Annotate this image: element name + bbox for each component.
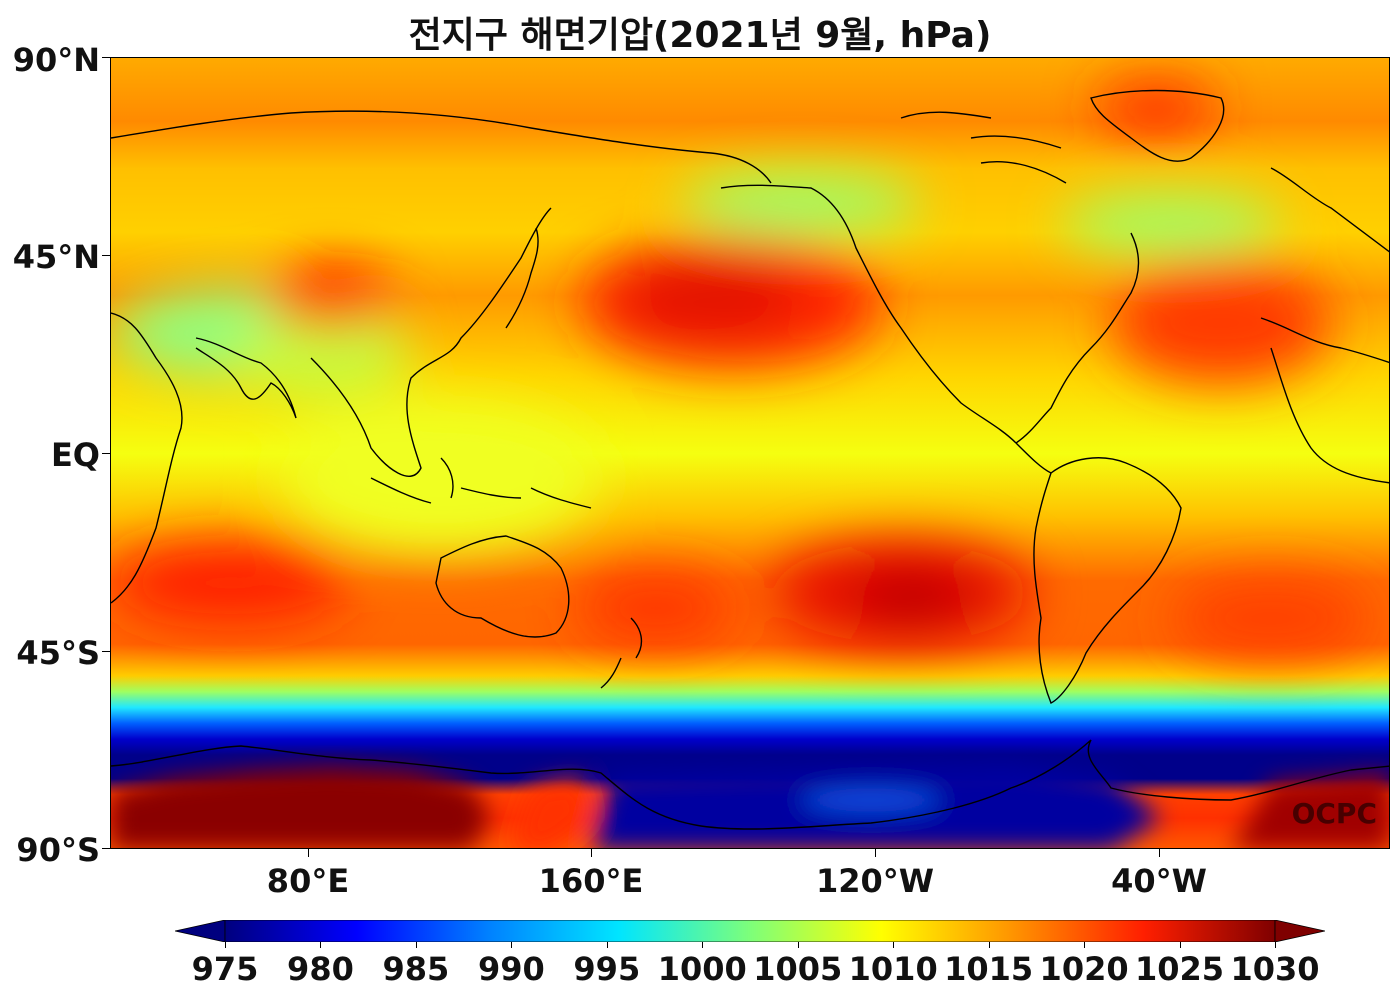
colorbar-tick-label: 975 <box>191 950 259 988</box>
lat-tick <box>102 57 110 58</box>
colorbar-tick <box>797 942 799 948</box>
lat-label-90s: 90°S <box>16 831 100 869</box>
lon-label-160e: 160°E <box>538 862 644 900</box>
lon-tick <box>875 849 876 857</box>
colorbar-tick-label: 1020 <box>1039 950 1129 988</box>
colorbar <box>175 920 1325 942</box>
coastlines <box>111 89 1389 830</box>
colorbar-tick <box>1275 942 1276 948</box>
colorbar-tick-label: 1005 <box>753 950 843 988</box>
lon-tick <box>308 849 309 857</box>
colorbar-max-arrow <box>1274 920 1325 942</box>
lat-tick <box>102 848 110 849</box>
lat-tick <box>102 651 110 652</box>
colorbar-tick <box>988 942 990 948</box>
colorbar-ramp <box>224 920 1276 942</box>
colorbar-tick <box>606 942 608 948</box>
colorbar-tick-label: 1025 <box>1135 950 1225 988</box>
colorbar-tick <box>702 942 704 948</box>
lat-tick <box>102 453 110 454</box>
colorbar-tick <box>511 942 513 948</box>
colorbar-tick <box>225 942 226 948</box>
colorbar-tick-label: 990 <box>477 950 545 988</box>
colorbar-tick-label: 1015 <box>944 950 1034 988</box>
colorbar-tick-label: 980 <box>287 950 354 988</box>
colorbar-tick-label: 995 <box>573 950 641 988</box>
lon-tick <box>1159 849 1160 857</box>
ocpc-watermark: OCPC <box>1291 797 1377 830</box>
lat-label-45n: 45°N <box>12 238 100 276</box>
pressure-field <box>111 58 1389 848</box>
colorbar-tick <box>320 942 322 948</box>
colorbar-tick <box>415 942 417 948</box>
lon-label-120w: 120°W <box>815 862 935 900</box>
colorbar-tick-label: 1000 <box>657 950 747 988</box>
colorbar-tick-label: 1010 <box>848 950 938 988</box>
colorbar-tick-label: 985 <box>382 950 450 988</box>
colorbar-tick <box>893 942 895 948</box>
lat-tick <box>102 255 110 256</box>
colorbar-tick <box>1084 942 1086 948</box>
map-title: 전지구 해면기압(2021년 9월, hPa) <box>408 15 992 56</box>
pressure-map: OCPC <box>110 57 1390 849</box>
lon-label-80e: 80°E <box>266 862 350 900</box>
colorbar-tick <box>1179 942 1181 948</box>
lat-label-eq: EQ <box>50 436 100 474</box>
lon-tick <box>591 849 592 857</box>
lat-label-90n: 90°N <box>12 41 100 79</box>
lat-label-45s: 45°S <box>16 634 100 672</box>
colorbar-min-arrow <box>175 920 226 942</box>
colorbar-tick-label: 1030 <box>1230 950 1320 988</box>
lon-label-40w: 40°W <box>1111 862 1207 900</box>
